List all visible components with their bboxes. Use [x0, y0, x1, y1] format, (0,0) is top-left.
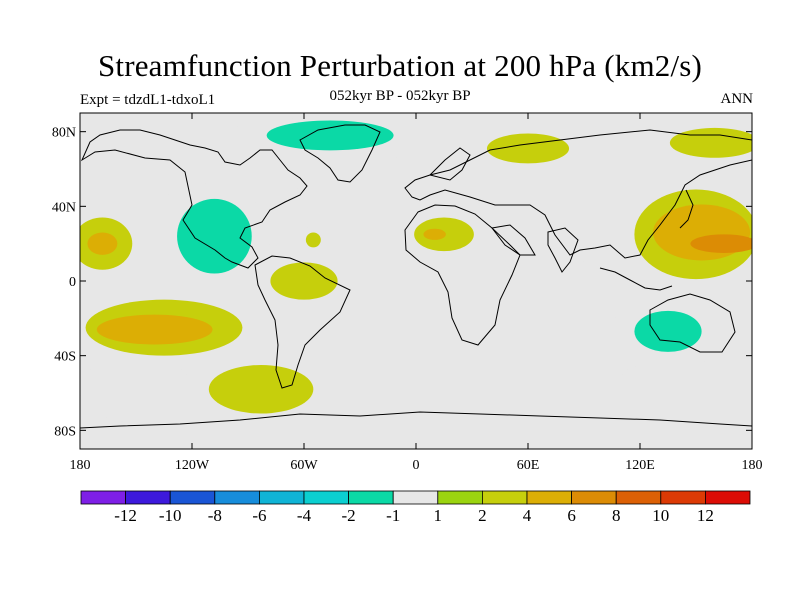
colorbar-box: [303, 490, 349, 505]
y-tick-label: 80S: [54, 424, 76, 439]
colorbar-label: -2: [342, 506, 356, 525]
coastline-greenland: [299, 124, 381, 183]
y-tick-label: 80N: [52, 126, 76, 141]
coastline-australia: [649, 293, 736, 353]
contour-region: [621, 363, 697, 394]
colorbar-box: [125, 490, 171, 505]
contour-region: [326, 318, 338, 330]
colorbar-box: [348, 490, 394, 505]
x-tick-label: 180: [742, 458, 763, 473]
coastline-north-america: [80, 129, 308, 269]
contour-region: [266, 120, 394, 151]
contour-region: [208, 365, 314, 414]
colorbar-label: -12: [114, 506, 137, 525]
contour-region: [87, 232, 118, 255]
coastline-eurasia: [404, 129, 752, 259]
colorbar-box: [80, 490, 126, 505]
contour-region: [423, 228, 446, 240]
colorbar-label: 12: [697, 506, 714, 525]
coastlines: [80, 124, 752, 429]
x-tick-label: 0: [413, 458, 420, 473]
coastline-south-america: [254, 255, 351, 389]
y-tick-label: 40N: [52, 200, 76, 215]
contour-region: [634, 310, 702, 352]
x-tick-label: 60W: [290, 458, 318, 473]
colorbar-box: [258, 490, 305, 505]
colorbar-label: -4: [297, 506, 312, 525]
season-label: ANN: [720, 91, 754, 107]
colorbar-label: -8: [208, 506, 222, 525]
experiment-label: Expt = tdzdL1-tdxoL1: [80, 92, 216, 108]
colorbar-box: [214, 490, 260, 505]
chart-title: Streamfunction Perturbation at 200 hPa (…: [97, 48, 703, 83]
contour-region: [690, 234, 752, 253]
colorbar-label: -1: [386, 506, 400, 525]
contour-region: [177, 198, 252, 274]
colorbar-label: 6: [567, 506, 576, 525]
contour-region: [96, 314, 213, 345]
contour-region: [80, 355, 192, 423]
coastline-india: [547, 227, 579, 273]
colorbar-box: [526, 490, 572, 505]
y-tick-label: 40S: [54, 350, 76, 365]
x-tick-label: 120W: [175, 458, 210, 473]
contour-region: [401, 303, 413, 311]
coastline-scandinavia: [429, 147, 471, 181]
colorbar-box: [169, 490, 216, 505]
coastline-japan: [679, 189, 694, 229]
colorbar-label: -6: [252, 506, 266, 525]
colorbar-label: 2: [478, 506, 487, 525]
x-tick-label: 60E: [517, 458, 540, 473]
colorbar-box: [705, 490, 751, 505]
coastline-indonesia: [599, 267, 673, 291]
chart-subtitle: 052kyr BP - 052kyr BP: [329, 88, 471, 104]
contour-region: [557, 210, 629, 263]
coastline-antarctica: [80, 411, 752, 429]
colorbar-box: [392, 490, 439, 505]
colorbar-box: [660, 490, 706, 505]
colorbar-label: 4: [523, 506, 532, 525]
colorbar-box: [615, 490, 662, 505]
colorbar-label: -10: [159, 506, 182, 525]
colorbar-label: 8: [612, 506, 621, 525]
coastline-africa: [404, 204, 521, 346]
axes: 180 120W 60W 0 60E 120E 180 80N 40N 0 40S 80S: [52, 113, 763, 473]
contour-regions: [80, 116, 752, 423]
x-tick-label: 120E: [625, 458, 655, 473]
colorbar: -12 -10 -8 -6 -4 -2 -1 1 2 4 6 8 10 12: [80, 490, 751, 525]
colorbar-box: [437, 490, 483, 505]
contour-region: [281, 183, 364, 229]
contour-region: [305, 232, 321, 248]
x-tick-label: 180: [70, 458, 91, 473]
contour-region: [669, 127, 752, 158]
colorbar-label: 1: [434, 506, 443, 525]
colorbar-box: [571, 490, 617, 505]
colorbar-label: 10: [652, 506, 669, 525]
y-tick-label: 0: [69, 275, 76, 290]
coastline-arabia: [491, 224, 536, 256]
colorbar-box: [481, 490, 528, 505]
contour-region: [270, 262, 338, 300]
contour-region: [494, 195, 540, 225]
